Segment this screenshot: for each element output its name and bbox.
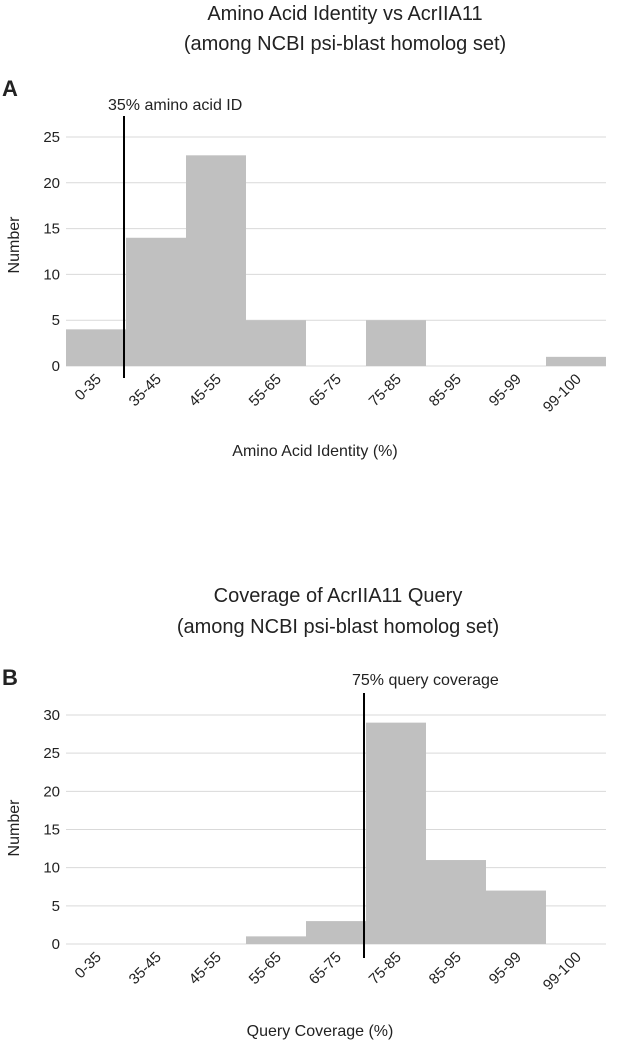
- panel-b-y-tick-label: 20: [43, 783, 60, 800]
- panel-b-threshold-label: 75% query coverage: [352, 672, 499, 689]
- panel-a-bar-75-85: [366, 320, 426, 366]
- panel-b-y-axis-label: Number: [6, 799, 23, 857]
- panel-a-x-axis-label: Amino Acid Identity (%): [232, 443, 397, 460]
- panel-b-y-tick-label: 15: [43, 822, 60, 839]
- panel-a-x-tick-label: 95-99: [486, 371, 525, 410]
- panel-b-y-tick-label: 10: [43, 860, 60, 877]
- panel-b-title: Coverage of AcrIIA11 Query: [214, 585, 463, 607]
- panel-a-y-tick-label: 5: [52, 312, 60, 329]
- panel-b-x-tick-label: 35-45: [126, 949, 165, 988]
- panel-a-bars: [66, 155, 606, 366]
- panel-a-x-tick-label: 85-95: [426, 371, 465, 410]
- panel-a-y-tick-label: 25: [43, 129, 60, 146]
- panel-a-x-tick-label: 35-45: [126, 371, 165, 410]
- panel-a-bar-35-45: [126, 237, 186, 366]
- panel-a-x-tick-label: 65-75: [306, 371, 345, 410]
- panel-b-y-tick-label: 5: [52, 898, 60, 915]
- panel-a-x-tick-label: 75-85: [366, 371, 405, 410]
- panel-a-x-tick-label: 55-65: [246, 371, 285, 410]
- panel-b-letter: B: [2, 665, 18, 690]
- panel-a-y-tick-label: 20: [43, 175, 60, 192]
- panel-b-bar-65-75: [306, 921, 366, 944]
- panel-b-x-tick-label: 55-65: [246, 949, 285, 988]
- panel-b-bars: [246, 722, 546, 944]
- panel-a-bar-55-65: [246, 320, 306, 366]
- panel-b-bar-75-85: [366, 722, 426, 944]
- panel-b-y-tick-label: 25: [43, 745, 60, 762]
- panel-b-x-tick-label: 65-75: [306, 949, 345, 988]
- panel-b-x-tick-label: 99-100: [540, 949, 585, 994]
- panel-b-y-ticks: 0 5 10 15 20 25 30: [43, 707, 60, 953]
- panel-a-y-tick-label: 10: [43, 266, 60, 283]
- panel-a-x-tick-label: 99-100: [540, 371, 585, 416]
- panel-b-x-tick-label: 95-99: [486, 949, 525, 988]
- panel-a-y-tick-label: 15: [43, 221, 60, 238]
- panel-b-x-tick-label: 0-35: [72, 949, 105, 982]
- panel-a-x-tick-label: 0-35: [72, 371, 105, 404]
- panel-b-y-tick-label: 30: [43, 707, 60, 724]
- panel-a-letter: A: [2, 76, 18, 101]
- panel-b-x-tick-label: 85-95: [426, 949, 465, 988]
- panel-a-bar-0-35: [66, 329, 126, 366]
- panel-b-x-tick-label: 75-85: [366, 949, 405, 988]
- panel-a-title: Amino Acid Identity vs AcrIIA11: [207, 3, 482, 25]
- panel-a-bar-99-100: [546, 356, 606, 366]
- panel-a-x-ticks: 0-35 35-45 45-55 55-65 65-75 75-85 85-95 95-99 9…: [72, 371, 585, 416]
- panel-b-x-ticks: 0-35 35-45 45-55 55-65 65-75 75-85 85-95 95-99 9…: [72, 949, 585, 994]
- panel-a-bar-45-55: [186, 155, 246, 366]
- panel-a-subtitle: (among NCBI psi-blast homolog set): [184, 33, 506, 55]
- panel-b-y-tick-label: 0: [52, 936, 60, 953]
- panel-b-gridlines: [66, 714, 606, 945]
- panel-b-bar-85-95: [426, 860, 486, 944]
- panel-a-y-ticks: 0 5 10 15 20 25: [43, 129, 60, 375]
- panel-a-x-tick-label: 45-55: [186, 371, 225, 410]
- panel-b-bar-95-99: [486, 890, 546, 944]
- panel-b-chart: Coverage of AcrIIA11 Query (among NCBI p…: [2, 585, 606, 1040]
- panel-b-subtitle: (among NCBI psi-blast homolog set): [177, 616, 499, 638]
- panel-a-threshold-label: 35% amino acid ID: [108, 97, 242, 114]
- panel-a-chart: Amino Acid Identity vs AcrIIA11 (among N…: [2, 3, 606, 460]
- panel-b-bar-55-65: [246, 936, 306, 944]
- panel-b-x-tick-label: 45-55: [186, 949, 225, 988]
- panel-b-x-axis-label: Query Coverage (%): [247, 1023, 394, 1040]
- panel-a-y-tick-label: 0: [52, 358, 60, 375]
- panel-a-y-axis-label: Number: [6, 216, 23, 274]
